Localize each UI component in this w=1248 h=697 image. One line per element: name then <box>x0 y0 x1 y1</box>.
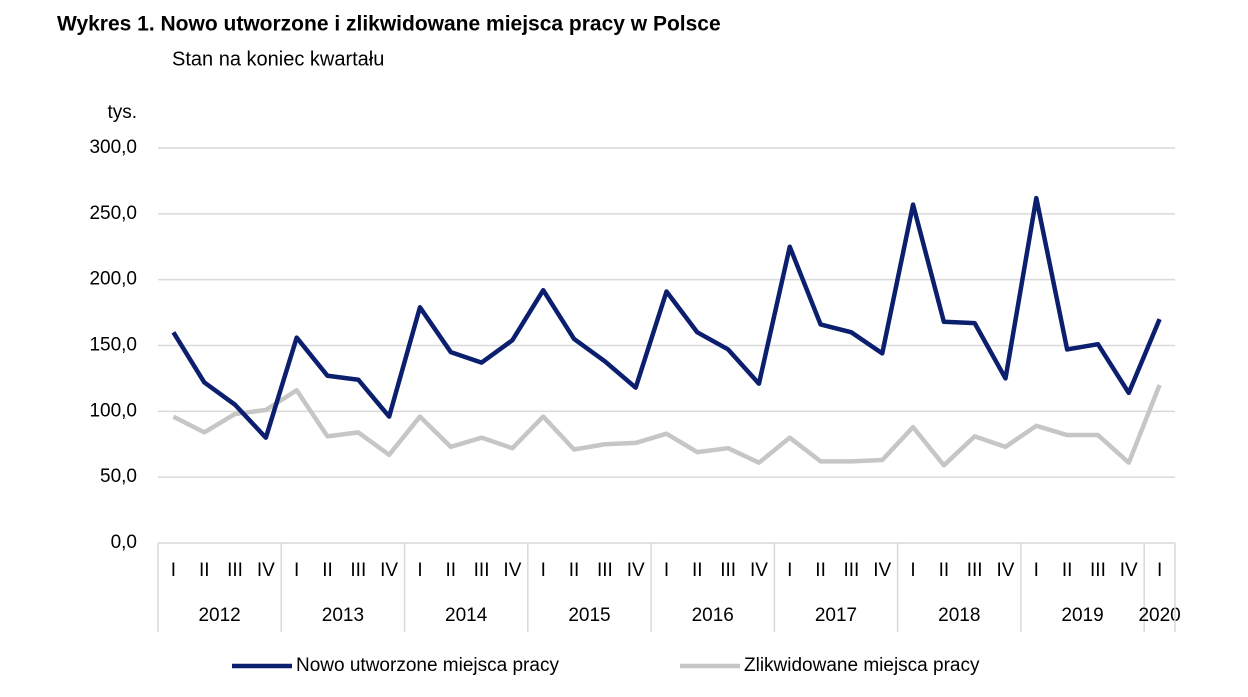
x-tick-label: II <box>322 560 333 581</box>
year-label: 2016 <box>692 605 734 626</box>
x-tick-label: III <box>720 560 736 581</box>
x-tick-label: IV <box>257 560 275 581</box>
x-tick-label: IV <box>873 560 891 581</box>
x-tick-label: IV <box>1120 560 1138 581</box>
year-label: 2013 <box>322 605 364 626</box>
chart-subtitle: Stan na koniec kwartału <box>172 48 384 70</box>
x-tick-label: II <box>445 560 456 581</box>
y-tick-label: 250,0 <box>89 203 137 224</box>
x-tick-label: III <box>227 560 243 581</box>
legend-label: Zlikwidowane miejsca pracy <box>744 655 980 676</box>
x-tick-label: II <box>939 560 950 581</box>
x-tick-label: III <box>1090 560 1106 581</box>
year-label: 2014 <box>445 605 488 626</box>
x-tick-label: I <box>664 560 669 581</box>
legend-label: Nowo utworzone miejsca pracy <box>296 655 559 676</box>
x-tick-label: III <box>350 560 366 581</box>
x-tick-label: I <box>294 560 299 581</box>
x-tick-label: IV <box>997 560 1015 581</box>
x-tick-label: II <box>692 560 703 581</box>
x-tick-label: I <box>1157 560 1162 581</box>
x-tick-label: I <box>541 560 546 581</box>
x-tick-label: I <box>417 560 422 581</box>
y-unit: tys. <box>107 102 137 123</box>
y-tick-label: 0,0 <box>111 532 137 553</box>
series-line <box>171 195 1162 440</box>
year-label: 2019 <box>1061 605 1103 626</box>
x-tick-label: II <box>815 560 826 581</box>
series-line <box>172 384 1162 468</box>
x-tick-label: IV <box>627 560 645 581</box>
y-tick-label: 50,0 <box>100 466 137 487</box>
year-label: 2012 <box>198 605 240 626</box>
x-tick-label: IV <box>750 560 768 581</box>
x-tick-label: II <box>1062 560 1073 581</box>
x-tick-label: I <box>787 560 792 581</box>
y-tick-label: 100,0 <box>89 400 137 421</box>
x-tick-label: I <box>910 560 915 581</box>
x-tick-label: IV <box>503 560 521 581</box>
year-label: 2020 <box>1138 605 1180 626</box>
year-label: 2017 <box>815 605 857 626</box>
y-tick-label: 300,0 <box>89 137 137 158</box>
x-tick-label: IV <box>380 560 398 581</box>
x-tick-label: III <box>843 560 859 581</box>
y-tick-label: 150,0 <box>89 335 137 356</box>
x-tick-label: II <box>569 560 580 581</box>
chart-title: Wykres 1. Nowo utworzone i zlikwidowane … <box>57 13 721 36</box>
x-tick-label: III <box>967 560 983 581</box>
year-label: 2018 <box>938 605 980 626</box>
x-tick-label: I <box>1034 560 1039 581</box>
x-tick-label: II <box>199 560 210 581</box>
x-tick-label: I <box>171 560 176 581</box>
year-label: 2015 <box>568 605 610 626</box>
y-tick-label: 200,0 <box>89 269 137 290</box>
x-tick-label: III <box>597 560 613 581</box>
x-tick-label: III <box>474 560 490 581</box>
